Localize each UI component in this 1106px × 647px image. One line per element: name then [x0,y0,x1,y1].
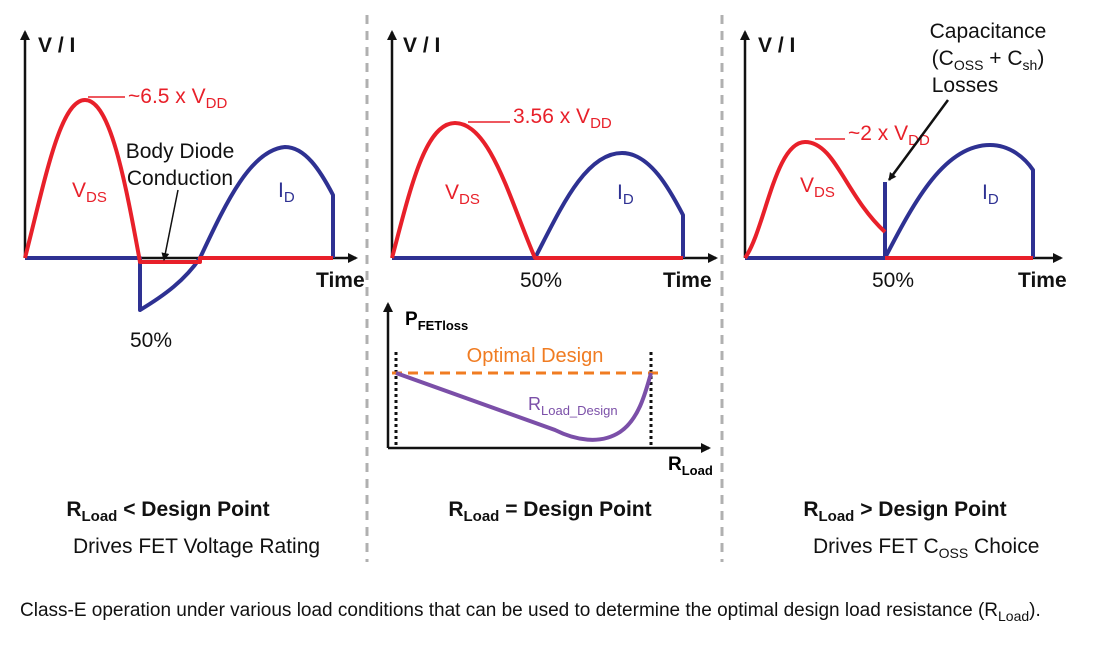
body-diode-note-1: Body Diode [126,140,235,163]
y-axis-label: V / I [38,34,75,57]
x-axis-label: Time [316,269,365,292]
vds-label: VDS [445,181,480,208]
capacitance-note-2: (COSS + Csh) [932,47,1045,73]
loss-y-label: PFETloss [405,309,468,333]
vds-waveform [390,121,683,260]
id-label: ID [278,179,295,206]
y-axis-label: V / I [403,34,440,57]
vds-label: VDS [72,179,107,206]
y-axis-label: V / I [758,34,795,57]
panel-title: RLoad = Design Point [448,498,651,525]
x-axis-label: Time [1018,269,1067,292]
fet-loss-chart: PFETloss RLoad Optimal Design RLoad_Desi… [383,302,713,478]
id-waveform [392,151,685,260]
capacitance-note-3: Losses [932,74,999,97]
capacitance-arrow [887,99,950,181]
x-axis-label: Time [663,269,712,292]
peak-label: ~2 x VDD [848,122,930,149]
vds-waveform [743,140,1033,260]
id-waveform [25,145,335,312]
id-label: ID [617,181,634,208]
peak-label: ~6.5 x VDD [128,85,227,112]
pct-label: 50% [872,269,914,292]
pct-label: 50% [130,329,172,352]
id-waveform [745,143,1035,260]
panel-rload-above: V / I Time ~2 x VDD VDS ID Capacitance (… [740,20,1067,561]
panel-subtitle: Drives FET Voltage Rating [73,535,320,558]
body-diode-arrow [161,189,179,261]
panel-title: RLoad > Design Point [803,498,1006,525]
loss-x-label: RLoad [668,454,713,478]
peak-label: 3.56 x VDD [513,105,612,132]
rload-design-label: RLoad_Design [528,394,618,418]
rload-design-curve [395,371,653,442]
panel-subtitle: Drives FET COSS Choice [813,535,1039,561]
vds-label: VDS [800,174,835,201]
capacitance-note-1: Capacitance [930,20,1047,43]
panel-rload-below: V / I Time ~6.5 x VDD VDS ID Body Diode … [20,30,365,558]
panel-title: RLoad < Design Point [66,498,269,525]
figure-caption: Class-E operation under various load con… [20,600,1041,624]
optimal-design-label: Optimal Design [467,345,604,367]
panel-rload-equal: V / I Time 3.56 x VDD VDS ID 50% PFETlos… [383,30,718,525]
vds-waveform [23,98,333,264]
id-label: ID [982,181,999,208]
body-diode-note-2: Conduction [127,167,233,190]
pct-label: 50% [520,269,562,292]
